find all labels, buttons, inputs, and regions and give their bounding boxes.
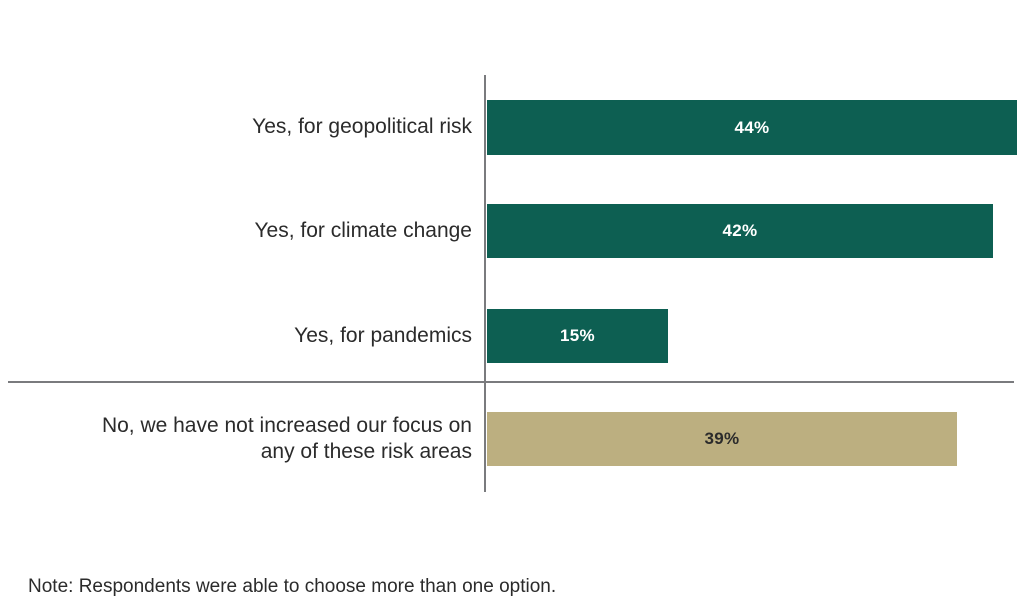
horizontal-divider-line (8, 381, 1014, 383)
category-label-pandemics: Yes, for pandemics (64, 309, 472, 363)
bar-value-label: 44% (734, 117, 770, 137)
bar-pandemics: 15% (487, 309, 668, 363)
category-label-climate-change: Yes, for climate change (64, 204, 472, 258)
vertical-axis-line (484, 75, 486, 492)
bar-climate-change: 42% (487, 204, 993, 258)
category-label-geopolitical-risk: Yes, for geopolitical risk (64, 100, 472, 155)
bar-value-label: 39% (704, 429, 740, 448)
category-label-text: Yes, for climate change (254, 218, 472, 242)
bar-geopolitical-risk: 44% (487, 100, 1017, 155)
bar-value-label: 15% (560, 326, 595, 345)
chart-footnote: Note: Respondents were able to choose mo… (28, 576, 557, 597)
bar-no-increase: 39% (487, 412, 957, 466)
category-label-text: Yes, for pandemics (294, 323, 472, 347)
category-label-text: Yes, for geopolitical risk (252, 115, 472, 139)
category-label-text: No, we have not increased our focus on a… (101, 413, 472, 463)
category-label-no-increase: No, we have not increased our focus on a… (64, 412, 472, 466)
bar-value-label: 42% (722, 221, 758, 240)
